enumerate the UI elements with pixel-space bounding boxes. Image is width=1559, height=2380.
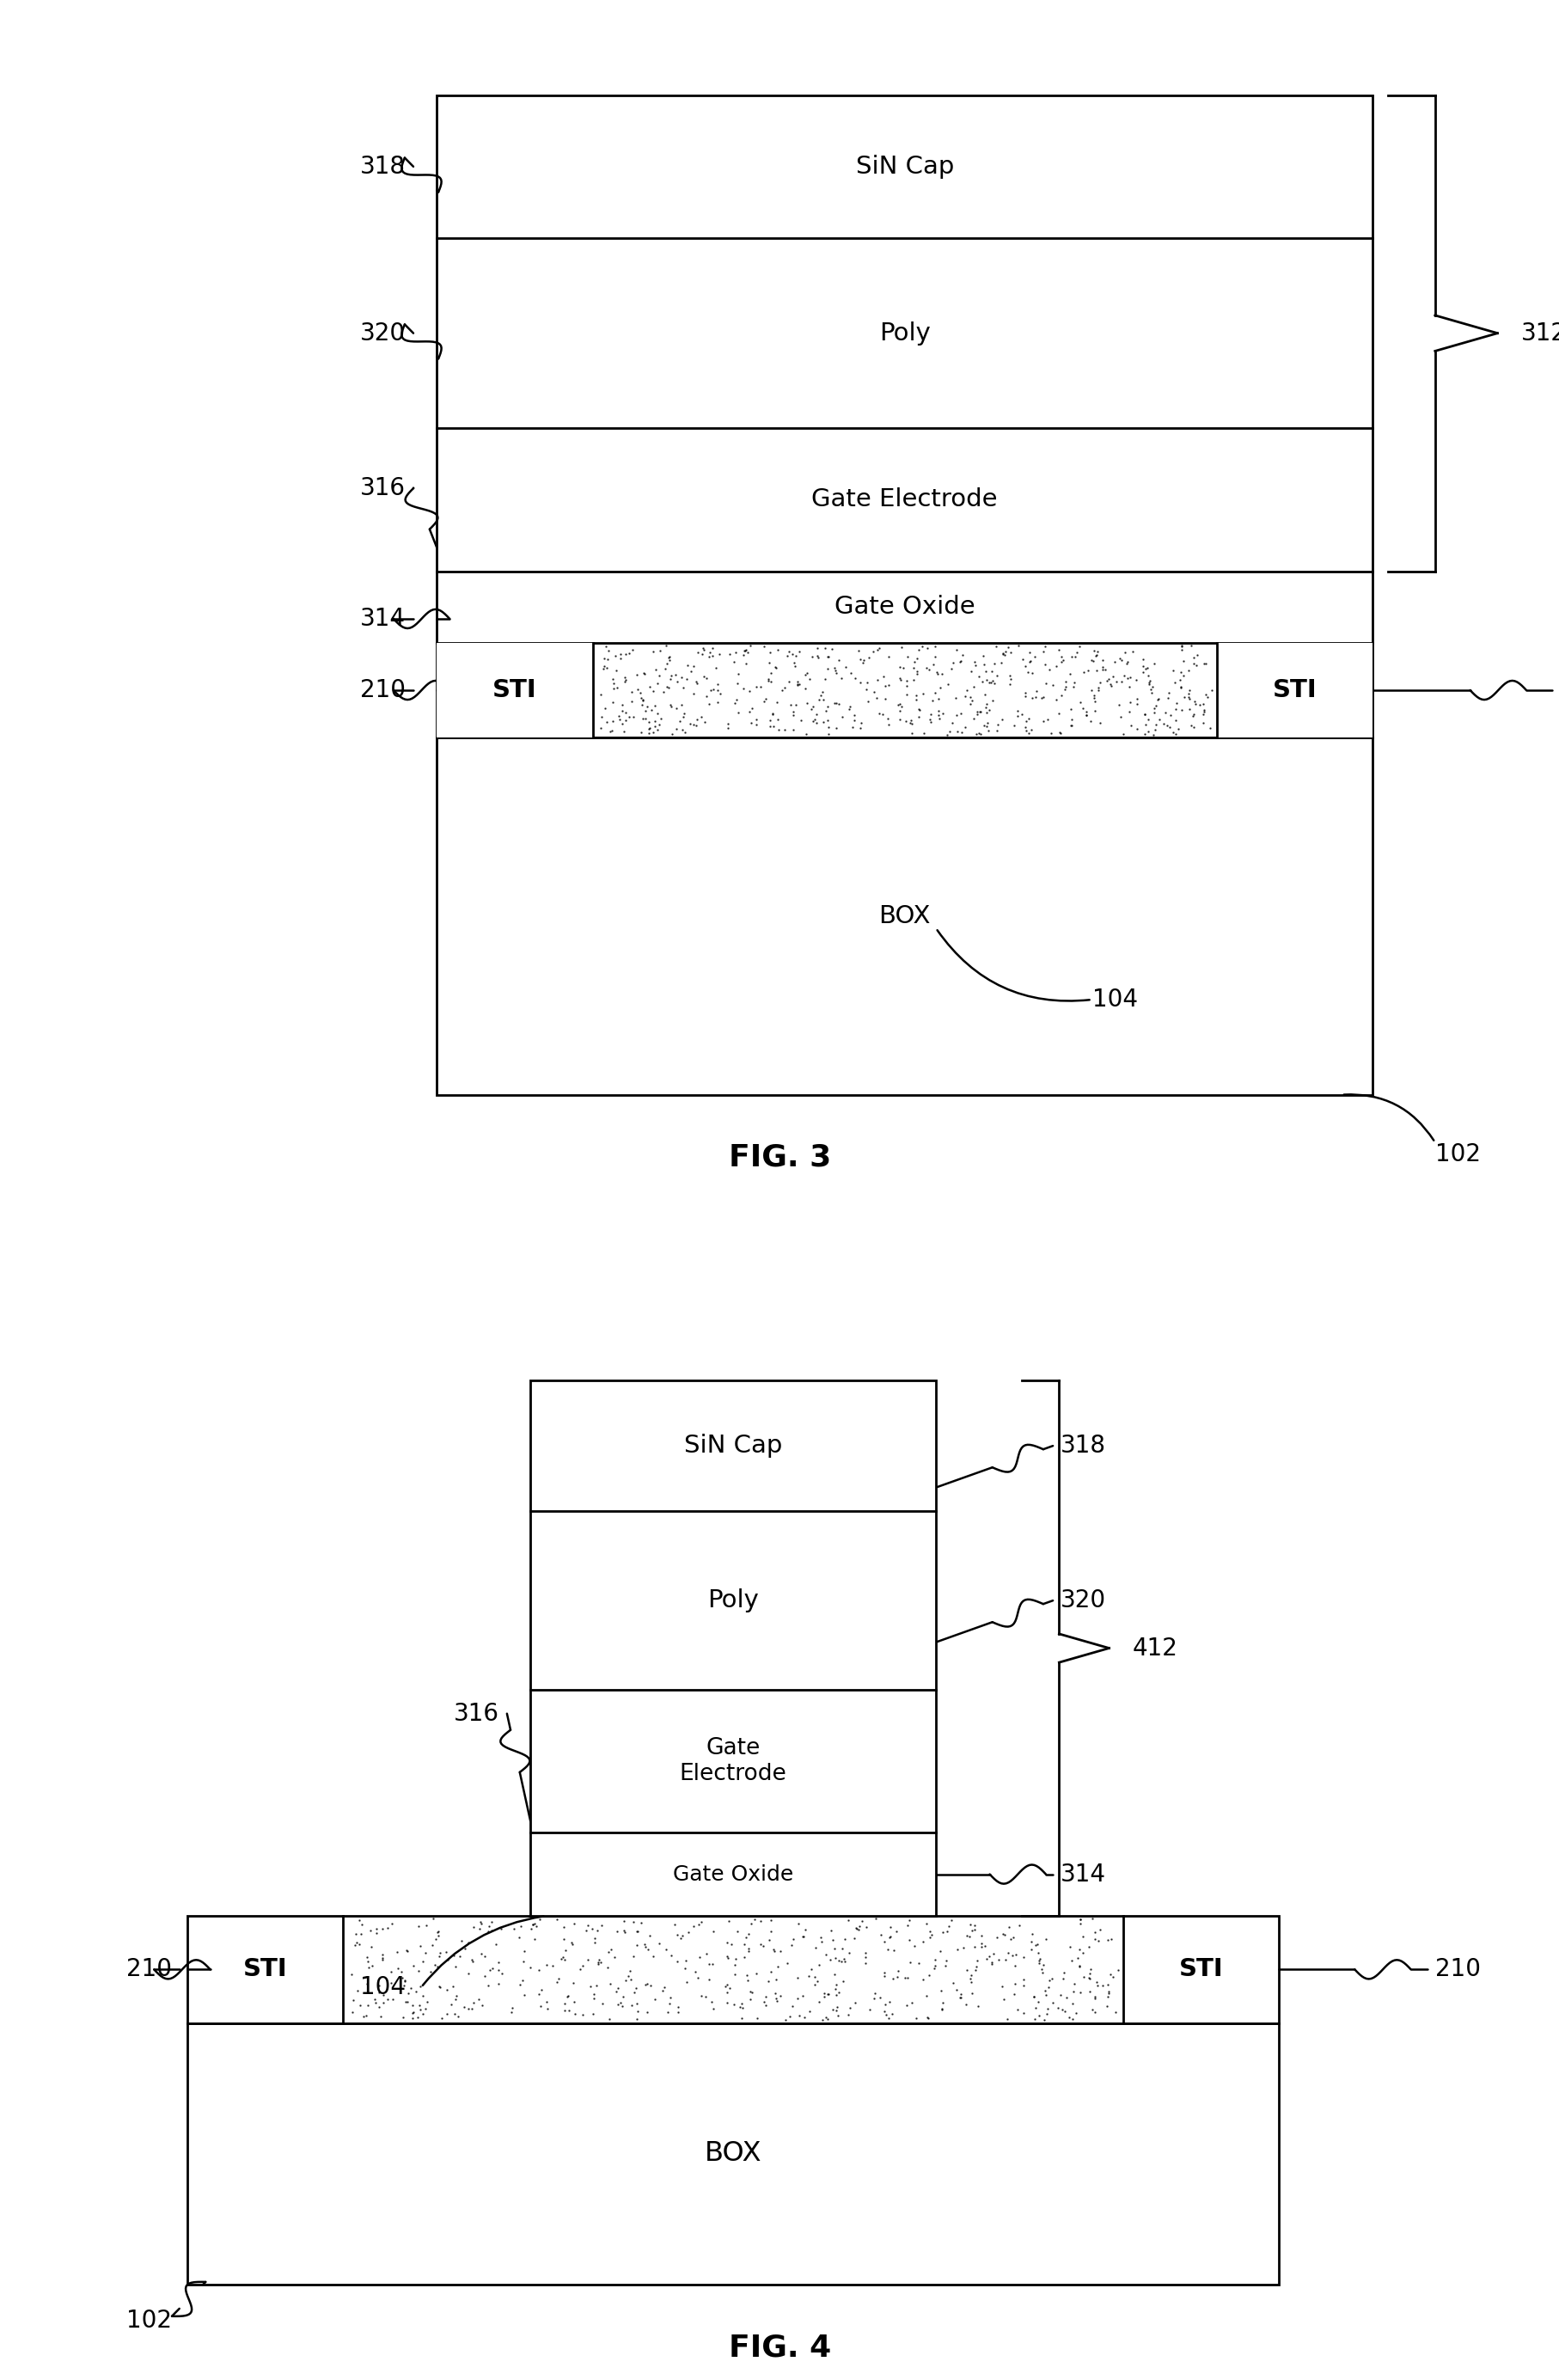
Text: 102: 102 xyxy=(126,2309,171,2332)
Bar xyxy=(437,95,1372,1095)
Text: 318: 318 xyxy=(360,155,405,178)
Text: FIG. 3: FIG. 3 xyxy=(728,1142,831,1173)
Text: 316: 316 xyxy=(360,476,405,500)
Text: Gate
Electrode: Gate Electrode xyxy=(680,1737,786,1785)
Text: 316: 316 xyxy=(454,1702,499,1726)
Text: FIG. 4: FIG. 4 xyxy=(728,2332,831,2361)
Bar xyxy=(1216,643,1372,738)
Bar xyxy=(187,2023,1278,2285)
Text: 314: 314 xyxy=(1060,1861,1105,1887)
Text: 320: 320 xyxy=(1060,1587,1105,1614)
Bar xyxy=(530,1380,935,1916)
Text: 210: 210 xyxy=(1434,1956,1479,1983)
Text: 318: 318 xyxy=(1060,1433,1105,1459)
Text: Poly: Poly xyxy=(879,321,929,345)
Text: 102: 102 xyxy=(1434,1142,1479,1166)
Text: STI: STI xyxy=(493,678,536,702)
Text: 314: 314 xyxy=(360,607,405,631)
Text: 412: 412 xyxy=(1132,1635,1177,1661)
Text: Gate Oxide: Gate Oxide xyxy=(672,1864,794,1885)
Text: STI: STI xyxy=(1272,678,1316,702)
Text: SiN Cap: SiN Cap xyxy=(854,155,954,178)
Text: 210: 210 xyxy=(360,678,405,702)
Text: BOX: BOX xyxy=(878,904,931,928)
Bar xyxy=(187,1916,1278,2023)
Text: STI: STI xyxy=(243,1956,287,1983)
Text: Gate Electrode: Gate Electrode xyxy=(811,488,998,512)
Text: 210: 210 xyxy=(126,1956,171,1983)
Bar xyxy=(437,643,592,738)
Text: Gate Oxide: Gate Oxide xyxy=(834,595,974,619)
Text: SiN Cap: SiN Cap xyxy=(683,1433,783,1459)
Text: 312: 312 xyxy=(1520,321,1559,345)
Text: 104: 104 xyxy=(1091,988,1137,1012)
Text: 320: 320 xyxy=(360,321,405,345)
Text: 104: 104 xyxy=(360,1975,405,1999)
Text: BOX: BOX xyxy=(705,2140,761,2168)
Text: Poly: Poly xyxy=(708,1587,758,1614)
Text: STI: STI xyxy=(1179,1956,1222,1983)
